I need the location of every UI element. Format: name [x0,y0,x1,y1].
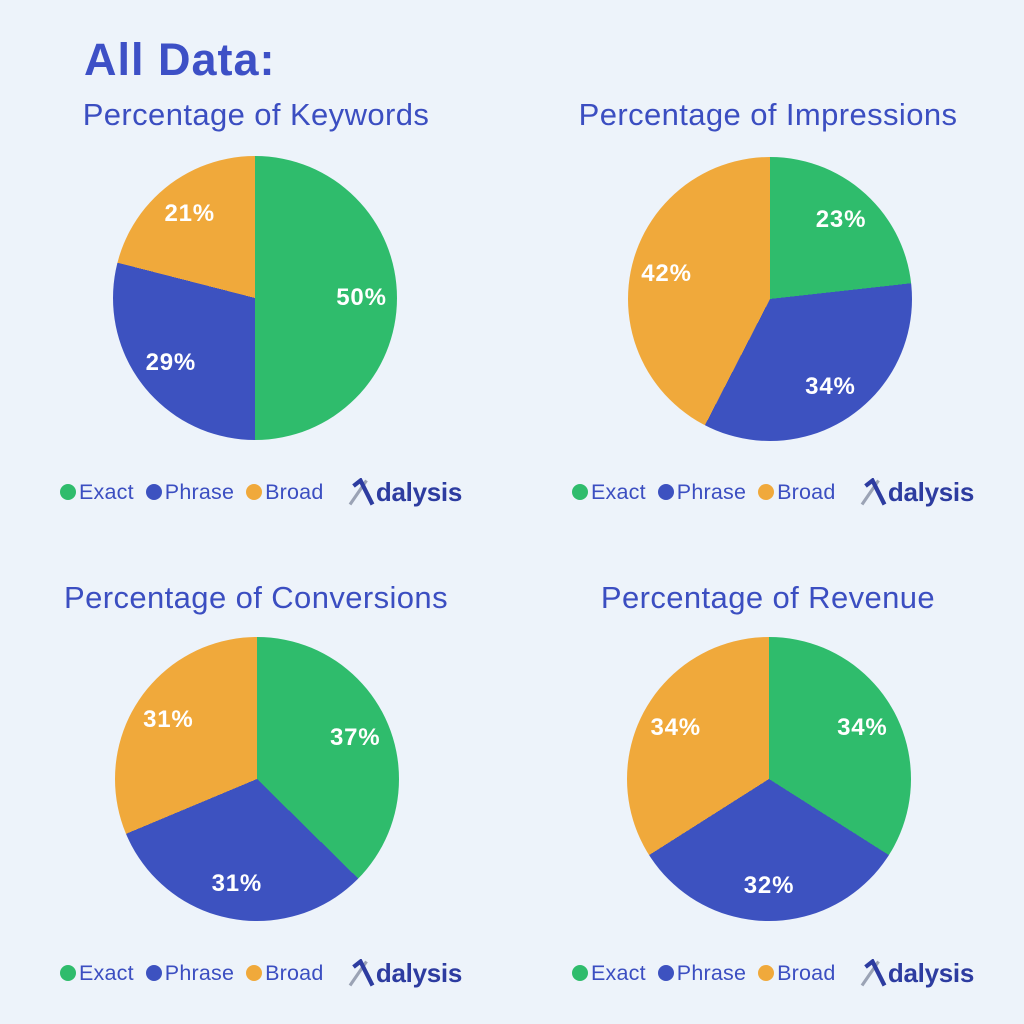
pie-chart-revenue: 34% 32% 34% [627,637,911,921]
pie-slice-label: 37% [330,723,381,751]
pie-slice-label: 23% [815,205,867,233]
adalysis-logo: dalysis [859,959,974,987]
legend-item-exact: Exact [60,961,134,986]
chart-panel-revenue: Percentage of Revenue 34% 32% 34% Exact … [512,512,1024,1024]
adalysis-logo-mark-icon [860,478,887,506]
legend-item-phrase: Phrase [657,479,747,505]
legend-item-broad: Broad [758,480,835,505]
legend-item-exact: Exact [572,961,646,986]
legend: Exact Phrase Broad dalysis [572,478,974,506]
pie-chart-conversions: 37% 31% 31% [115,637,399,921]
adalysis-logo-text: dalysis [375,958,462,988]
pie-slice-label: 34% [837,713,888,741]
legend-item-label: Exact [79,479,134,504]
adalysis-logo: dalysis [859,478,974,506]
exact-color-dot-icon [572,484,588,500]
phrase-color-dot-icon [657,484,674,500]
adalysis-logo-mark-icon [348,478,375,506]
chart-panel-impressions: Percentage of Impressions 23% 34% 42% Ex… [512,0,1024,512]
pie-slice-label: 31% [211,869,263,897]
chart-panel-conversions: Percentage of Conversions 37% 31% 31% Ex… [0,512,512,1024]
legend: Exact Phrase Broad dalysis [60,478,462,506]
legend-item-label: Phrase [676,479,747,504]
phrase-color-dot-icon [145,965,162,981]
pie-slice-label: 34% [650,713,701,741]
chart-panel-keywords: Percentage of Keywords 50% 29% 21% Exact… [0,0,512,512]
adalysis-logo-text: dalysis [887,477,974,507]
legend-item-exact: Exact [572,480,646,505]
legend-item-label: Phrase [676,960,747,985]
exact-color-dot-icon [60,965,76,981]
legend-item-label: Broad [265,960,324,985]
exact-color-dot-icon [572,965,588,981]
phrase-color-dot-icon [145,484,162,500]
legend-item-phrase: Phrase [657,960,747,986]
pie-slice-label: 29% [145,349,197,377]
adalysis-logo-text: dalysis [375,477,462,507]
legend-item-label: Broad [777,960,836,985]
broad-color-dot-icon [246,484,263,500]
adalysis-logo-mark-icon [860,959,887,987]
phrase-color-dot-icon [657,965,674,981]
legend-item-label: Exact [591,479,646,504]
pie-slice-label: 21% [164,199,215,227]
legend-item-exact: Exact [60,480,134,505]
adalysis-logo: dalysis [347,478,462,506]
pie-chart-keywords: 50% 29% 21% [113,156,397,440]
pie-slice-label: 31% [143,706,194,733]
legend: Exact Phrase Broad dalysis [572,959,974,987]
pie-chart-impressions: 23% 34% 42% [628,157,912,441]
adalysis-logo-mark-icon [348,959,375,987]
legend-item-broad: Broad [246,961,323,986]
legend-item-label: Exact [79,960,134,985]
chart-title: Percentage of Keywords [82,97,430,132]
page-title: All Data: [84,34,276,85]
legend-item-label: Broad [265,479,324,504]
pie-slice-label: 32% [743,871,795,899]
broad-color-dot-icon [758,965,775,981]
legend-item-label: Broad [777,479,836,504]
chart-title: Percentage of Conversions [64,580,448,615]
legend-item-phrase: Phrase [145,960,235,986]
chart-title: Percentage of Revenue [600,580,936,615]
adalysis-logo: dalysis [347,959,462,987]
legend-item-label: Phrase [164,960,235,985]
chart-title: Percentage of Impressions [578,97,958,132]
pie-slice-label: 42% [641,259,692,287]
legend-item-label: Exact [591,960,646,985]
legend-item-broad: Broad [246,480,323,505]
broad-color-dot-icon [758,484,775,500]
exact-color-dot-icon [60,484,76,500]
pie-slice-label: 34% [805,372,856,400]
broad-color-dot-icon [246,965,263,981]
adalysis-logo-text: dalysis [887,958,974,988]
legend-item-label: Phrase [164,479,235,504]
legend-item-broad: Broad [758,961,835,986]
legend-item-phrase: Phrase [145,479,235,505]
pie-slice-label: 50% [336,284,387,311]
legend: Exact Phrase Broad dalysis [60,959,462,987]
